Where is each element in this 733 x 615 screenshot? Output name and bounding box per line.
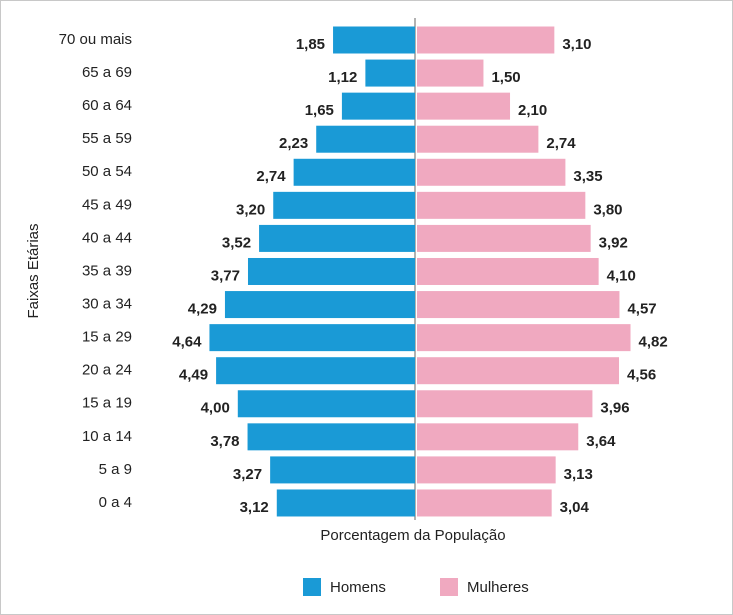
value-label: 2,74 (256, 168, 286, 185)
value-label: 4,57 (627, 301, 656, 318)
value-label: 2,74 (546, 135, 576, 152)
bar (316, 125, 415, 153)
bar (417, 291, 620, 319)
bar (333, 26, 415, 54)
value-label: 3,10 (562, 36, 591, 53)
value-label: 3,12 (240, 499, 269, 516)
category-label: 15 a 29 (82, 329, 132, 346)
bar (247, 423, 415, 451)
x-axis-label: Porcentagem da População (320, 527, 505, 544)
value-label: 3,27 (233, 466, 262, 483)
category-label: 5 a 9 (99, 461, 132, 478)
legend-label: Mulheres (467, 579, 529, 596)
bar (259, 224, 415, 252)
value-label: 4,82 (639, 334, 668, 351)
value-label: 1,50 (491, 69, 520, 86)
value-label: 3,52 (222, 234, 251, 251)
value-label: 4,64 (172, 334, 202, 351)
value-label: 2,10 (518, 102, 547, 119)
value-label: 3,77 (211, 267, 240, 284)
bar (417, 423, 579, 451)
bar (293, 158, 415, 186)
bar (273, 191, 415, 219)
value-label: 4,29 (188, 301, 217, 318)
category-label: 35 a 39 (82, 262, 132, 279)
value-label: 1,85 (296, 36, 325, 53)
value-label: 3,80 (593, 201, 622, 218)
category-label: 45 a 49 (82, 196, 132, 213)
value-label: 3,35 (573, 168, 602, 185)
category-label: 65 a 69 (82, 64, 132, 81)
value-label: 4,56 (627, 367, 656, 384)
bar (417, 224, 591, 252)
bar (276, 489, 415, 517)
value-label: 4,49 (179, 367, 208, 384)
bar (209, 324, 415, 352)
bar (417, 357, 620, 385)
value-label: 3,04 (560, 499, 590, 516)
legend-label: Homens (330, 579, 386, 596)
bar (417, 191, 586, 219)
category-label: 0 a 4 (99, 494, 132, 511)
category-label: 60 a 64 (82, 97, 132, 114)
category-label: 10 a 14 (82, 428, 132, 445)
value-label: 4,10 (607, 267, 636, 284)
bar (224, 291, 415, 319)
bar (417, 456, 556, 484)
value-label: 4,00 (201, 400, 230, 417)
bar (417, 257, 599, 285)
bar (417, 489, 552, 517)
category-label: 55 a 59 (82, 130, 132, 147)
bar (417, 390, 593, 418)
category-label: 70 ou mais (59, 31, 132, 48)
y-axis-label: Faixas Etárias (25, 223, 42, 318)
bar (417, 26, 555, 54)
category-label: 30 a 34 (82, 296, 132, 313)
legend-swatch (303, 578, 321, 596)
bar (216, 357, 415, 385)
bar (417, 59, 484, 87)
category-label: 40 a 44 (82, 229, 132, 246)
value-label: 1,12 (328, 69, 357, 86)
value-label: 3,92 (599, 234, 628, 251)
category-label: 50 a 54 (82, 163, 132, 180)
value-label: 3,64 (586, 433, 616, 450)
bar (417, 158, 566, 186)
legend-swatch (440, 578, 458, 596)
bar (270, 456, 415, 484)
bar (417, 324, 631, 352)
category-label: 15 a 19 (82, 395, 132, 412)
bar (365, 59, 415, 87)
value-label: 3,13 (564, 466, 593, 483)
bar (247, 257, 415, 285)
value-label: 3,78 (210, 433, 239, 450)
bar (341, 92, 415, 120)
value-label: 1,65 (305, 102, 334, 119)
value-label: 2,23 (279, 135, 308, 152)
category-label: 20 a 24 (82, 362, 132, 379)
bar (417, 125, 539, 153)
bar (237, 390, 415, 418)
bar (417, 92, 511, 120)
value-label: 3,96 (600, 400, 629, 417)
value-label: 3,20 (236, 201, 265, 218)
